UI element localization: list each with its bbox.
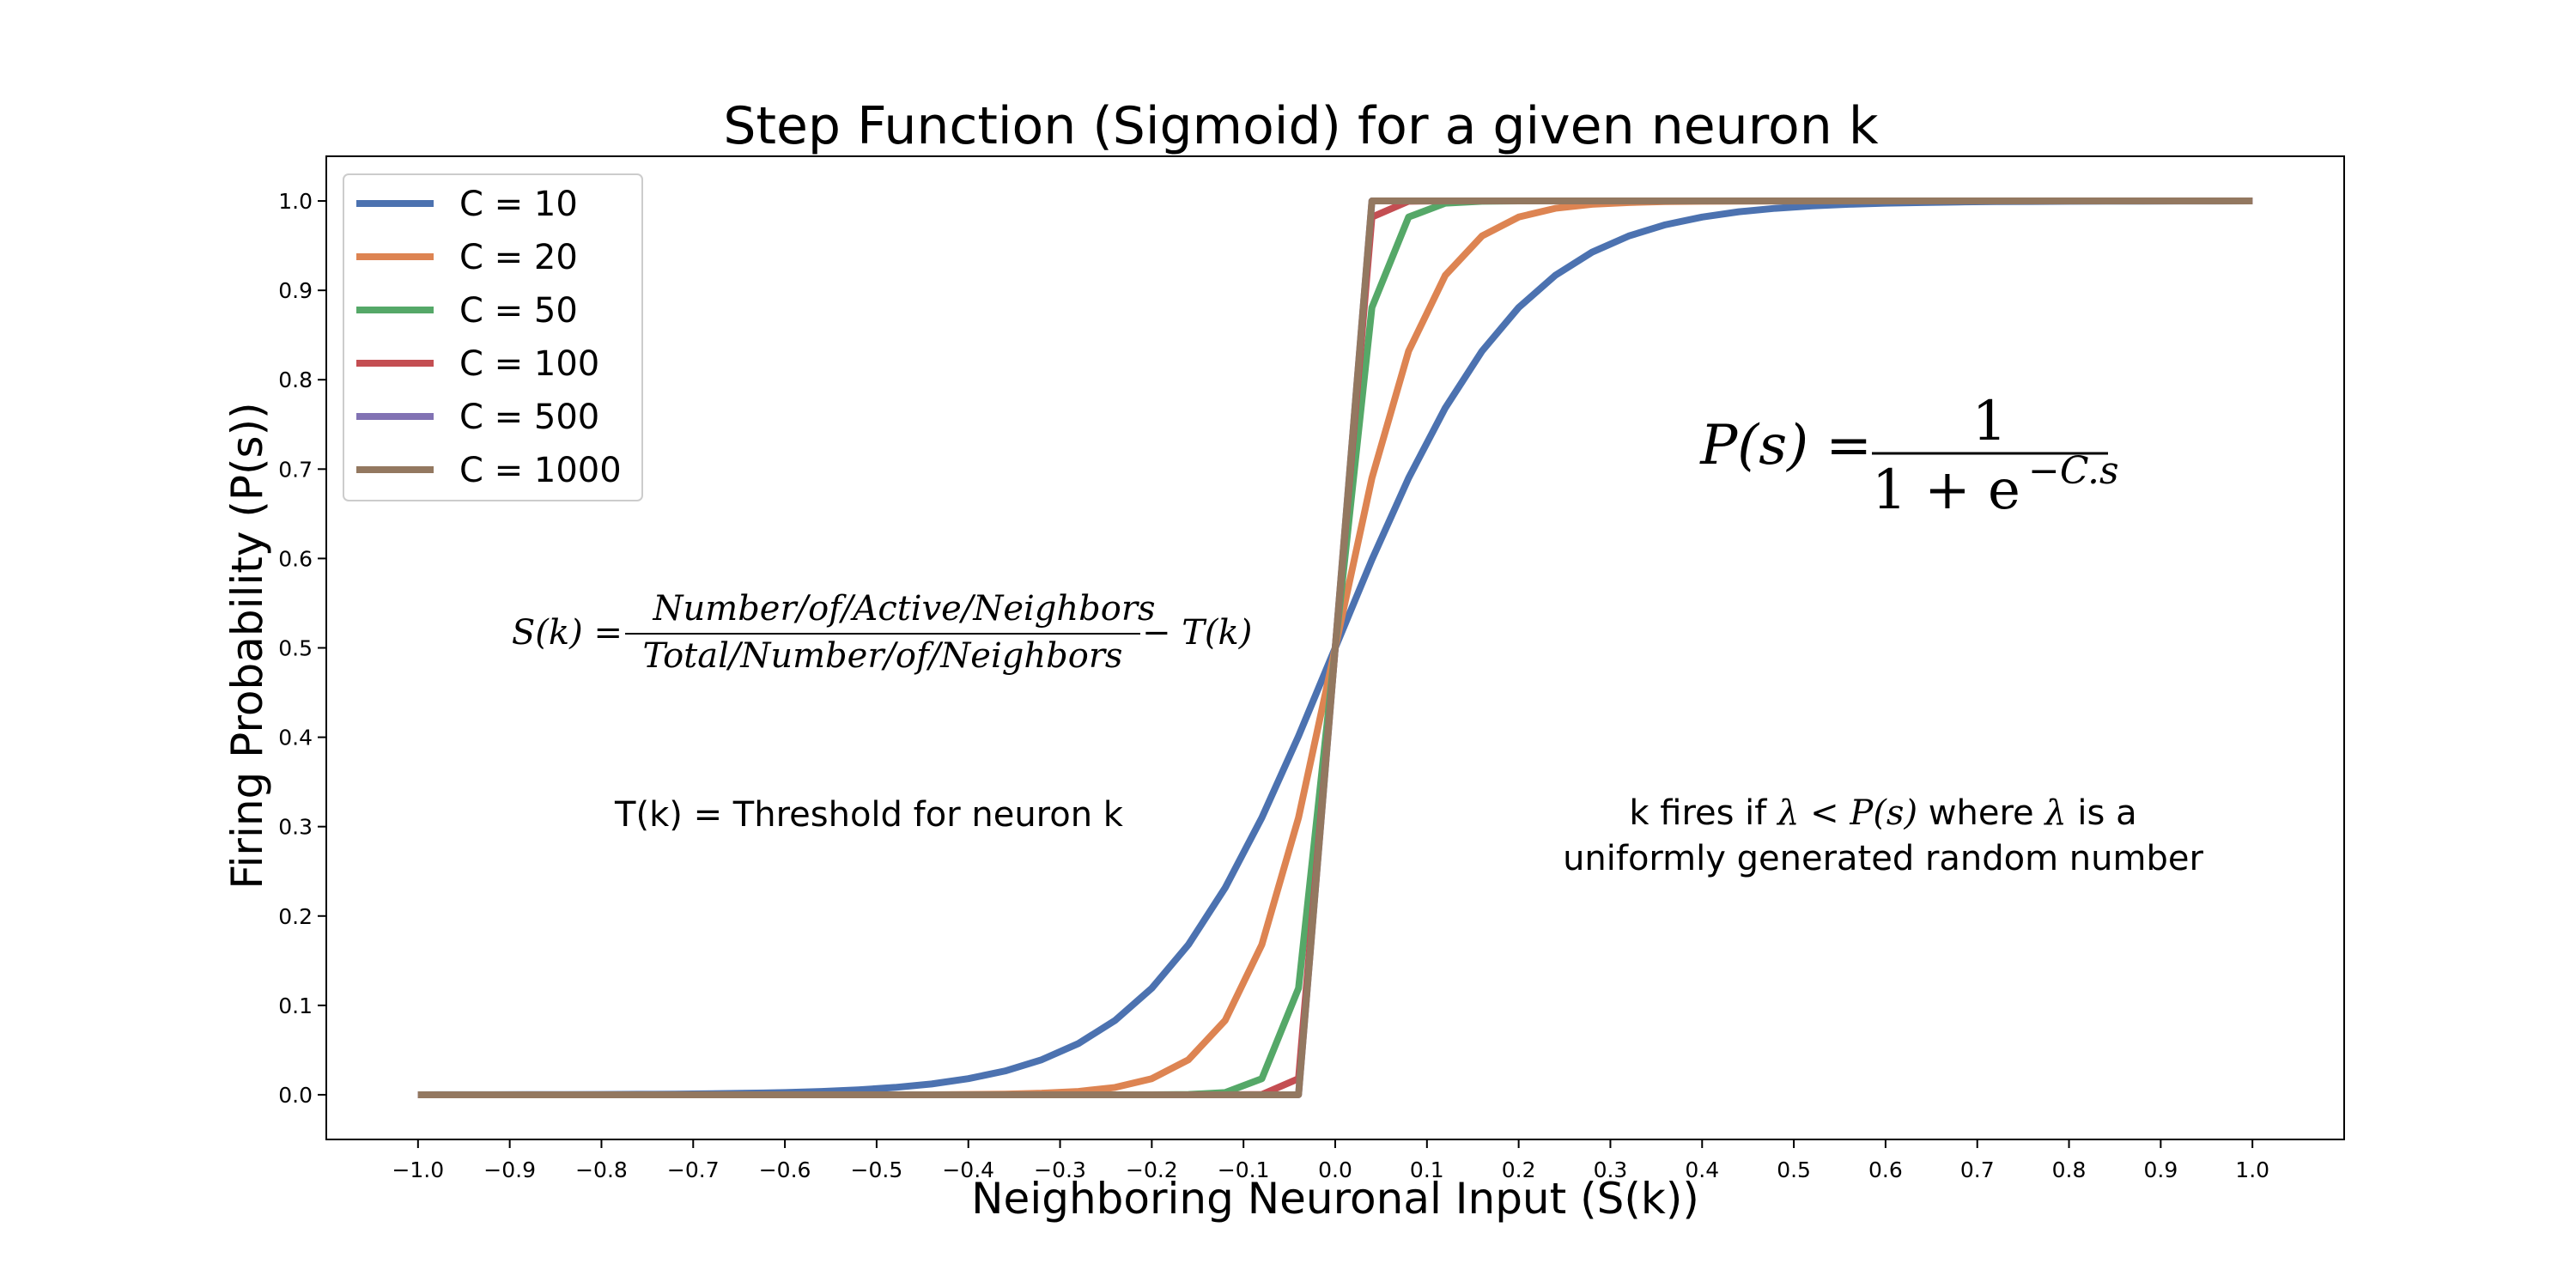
- x-tick-label: −0.7: [667, 1157, 720, 1182]
- threshold-note: T(k) = Threshold for neuron k: [614, 795, 1124, 835]
- sigmoid-formula-exponent: −C.s: [2028, 449, 2119, 493]
- input-formula-denominator: Total/Number/of/Neighbors: [643, 636, 1123, 676]
- legend-label: C = 100: [459, 344, 599, 384]
- sigmoid-formula-lhs: P(s) =: [1699, 414, 1872, 477]
- y-axis-ticks: 0.0 0.1 0.2 0.3 0.4 0.5 0.6 0.7 0.8 0.9 1.0: [278, 189, 326, 1108]
- legend-label: C = 50: [459, 291, 578, 331]
- x-tick-label: 0.4: [1685, 1157, 1719, 1182]
- input-formula-rhs: − T(k): [1142, 613, 1252, 653]
- x-tick-label: −0.5: [851, 1157, 903, 1182]
- x-tick-label: −0.9: [483, 1157, 536, 1182]
- fires-note-lt: <: [1799, 793, 1850, 833]
- x-axis-ticks: −1.0 −0.9 −0.8 −0.7 −0.6 −0.5 −0.4 −0.3 −0.2 −0.1…: [392, 1139, 2269, 1182]
- x-tick-label: −0.3: [1034, 1157, 1086, 1182]
- fires-note-prefix: k fires if: [1629, 793, 1777, 833]
- x-tick-label: 0.6: [1868, 1157, 1903, 1182]
- fires-note-line1: k fires if λ < P(s) where λ is a: [1629, 793, 2136, 833]
- y-tick-label: 0.1: [278, 993, 313, 1018]
- y-tick-label: 0.9: [278, 278, 313, 303]
- x-tick-label: 0.2: [1502, 1157, 1536, 1182]
- x-tick-label: 0.3: [1594, 1157, 1628, 1182]
- x-tick-label: −0.2: [1126, 1157, 1178, 1182]
- fires-note-suffix: is a: [2067, 793, 2137, 833]
- sigmoid-formula-denominator: 1 + e: [1872, 459, 2020, 522]
- x-tick-label: −0.6: [759, 1157, 811, 1182]
- fires-note-line2: uniformly generated random number: [1563, 839, 2203, 878]
- series-lines: [417, 197, 2253, 1098]
- x-tick-label: 0.9: [2143, 1157, 2178, 1182]
- y-tick-label: 0.5: [278, 636, 313, 661]
- fires-note-lambda-2: λ: [2043, 793, 2066, 833]
- y-tick-label: 1.0: [278, 189, 313, 214]
- x-tick-label: −0.8: [575, 1157, 628, 1182]
- x-tick-label: 0.0: [1318, 1157, 1352, 1182]
- input-formula-numerator: Number/of/Active/Neighbors: [653, 589, 1156, 629]
- y-axis-label: Firing Probability (P(s)): [222, 402, 272, 889]
- y-tick-label: 0.7: [278, 457, 313, 482]
- chart-title: Step Function (Sigmoid) for a given neur…: [723, 96, 1878, 156]
- x-tick-label: −0.1: [1218, 1157, 1270, 1182]
- fires-note: k fires if λ < P(s) where λ is a uniform…: [1563, 793, 2203, 878]
- x-axis-label: Neighboring Neuronal Input (S(k)): [971, 1174, 1699, 1224]
- fires-note-lambda: λ: [1776, 793, 1799, 833]
- x-tick-label: 0.8: [2052, 1157, 2087, 1182]
- fires-note-where: where: [1917, 793, 2044, 833]
- x-tick-label: 0.7: [1960, 1157, 1995, 1182]
- y-tick-label: 0.2: [278, 904, 313, 929]
- input-formula: S(k) = Number/of/Active/Neighbors Total/…: [512, 589, 1252, 676]
- sigmoid-formula: P(s) = 1 1 + e −C.s: [1699, 390, 2118, 522]
- legend: C = 10 C = 20 C = 50 C = 100 C = 500 C = 1000: [343, 173, 643, 501]
- x-tick-label: −0.4: [942, 1157, 994, 1182]
- fires-note-ps: P(s): [1849, 793, 1917, 833]
- sigmoid-formula-numerator: 1: [1972, 390, 2008, 453]
- x-tick-label: 0.1: [1410, 1157, 1444, 1182]
- legend-label: C = 10: [459, 185, 578, 224]
- y-tick-label: 0.3: [278, 815, 313, 840]
- x-tick-label: 1.0: [2235, 1157, 2269, 1182]
- legend-items: C = 10 C = 20 C = 50 C = 100 C = 500 C = 1000: [356, 185, 622, 490]
- x-tick-label: 0.5: [1777, 1157, 1811, 1182]
- input-formula-lhs: S(k) =: [512, 613, 623, 653]
- legend-label: C = 1000: [459, 451, 622, 490]
- y-tick-label: 0.8: [278, 368, 313, 392]
- legend-label: C = 500: [459, 398, 599, 437]
- y-tick-label: 0.0: [278, 1083, 313, 1108]
- y-tick-label: 0.4: [278, 726, 313, 750]
- series-line-5: [417, 197, 2253, 1098]
- legend-label: C = 20: [459, 238, 578, 277]
- y-tick-label: 0.6: [278, 546, 313, 571]
- x-tick-label: −1.0: [392, 1157, 444, 1182]
